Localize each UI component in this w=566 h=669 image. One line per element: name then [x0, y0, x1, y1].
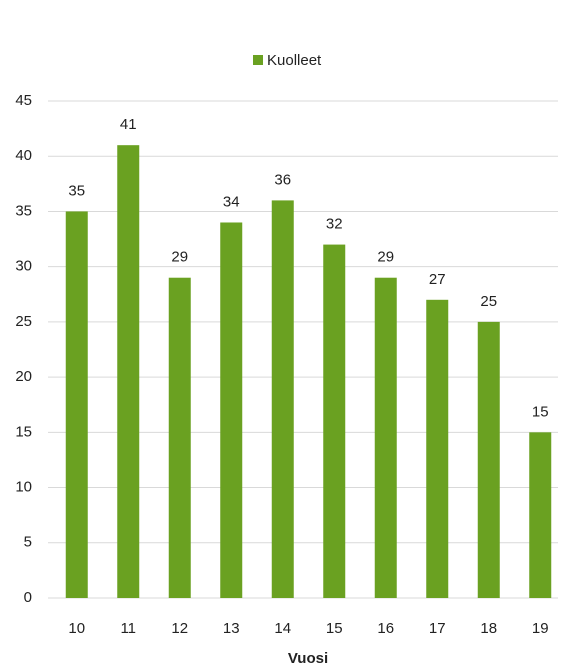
x-tick-label: 15 [326, 620, 343, 637]
x-tick-label: 19 [532, 620, 549, 637]
legend-label: Kuolleet [267, 52, 322, 69]
data-label: 34 [223, 193, 240, 210]
data-label: 32 [326, 216, 343, 233]
x-tick-label: 16 [377, 620, 394, 637]
legend-swatch [253, 55, 263, 65]
bar [374, 277, 397, 598]
data-label: 29 [377, 249, 394, 266]
y-tick-label: 25 [15, 313, 32, 330]
bar [477, 321, 500, 598]
data-label: 36 [274, 171, 291, 188]
bar [271, 200, 294, 598]
data-label: 41 [120, 116, 137, 133]
bar [426, 299, 449, 598]
data-label: 35 [68, 182, 85, 199]
data-label: 15 [532, 403, 549, 420]
y-tick-label: 30 [15, 258, 32, 275]
bar [168, 277, 191, 598]
bar [220, 222, 243, 598]
x-axis-label: Vuosi [288, 650, 328, 667]
y-tick-label: 10 [15, 479, 32, 496]
x-tick-label: 11 [120, 620, 136, 637]
bar [529, 432, 552, 598]
x-tick-label: 18 [480, 620, 497, 637]
bar [65, 211, 88, 598]
y-tick-label: 40 [15, 147, 32, 164]
bar [117, 145, 140, 598]
x-tick-label: 13 [223, 620, 240, 637]
data-label: 25 [480, 293, 497, 310]
data-label: 29 [171, 249, 188, 266]
bar [323, 244, 346, 599]
x-tick-label: 17 [429, 620, 446, 637]
x-tick-label: 14 [274, 620, 291, 637]
y-tick-label: 0 [24, 589, 32, 606]
y-tick-label: 15 [15, 423, 32, 440]
x-tick-label: 10 [68, 620, 85, 637]
data-label: 27 [429, 271, 446, 288]
y-tick-label: 45 [15, 92, 32, 109]
y-tick-label: 5 [24, 534, 32, 551]
x-tick-label: 12 [171, 620, 188, 637]
y-tick-label: 20 [15, 368, 32, 385]
y-tick-label: 35 [15, 202, 32, 219]
